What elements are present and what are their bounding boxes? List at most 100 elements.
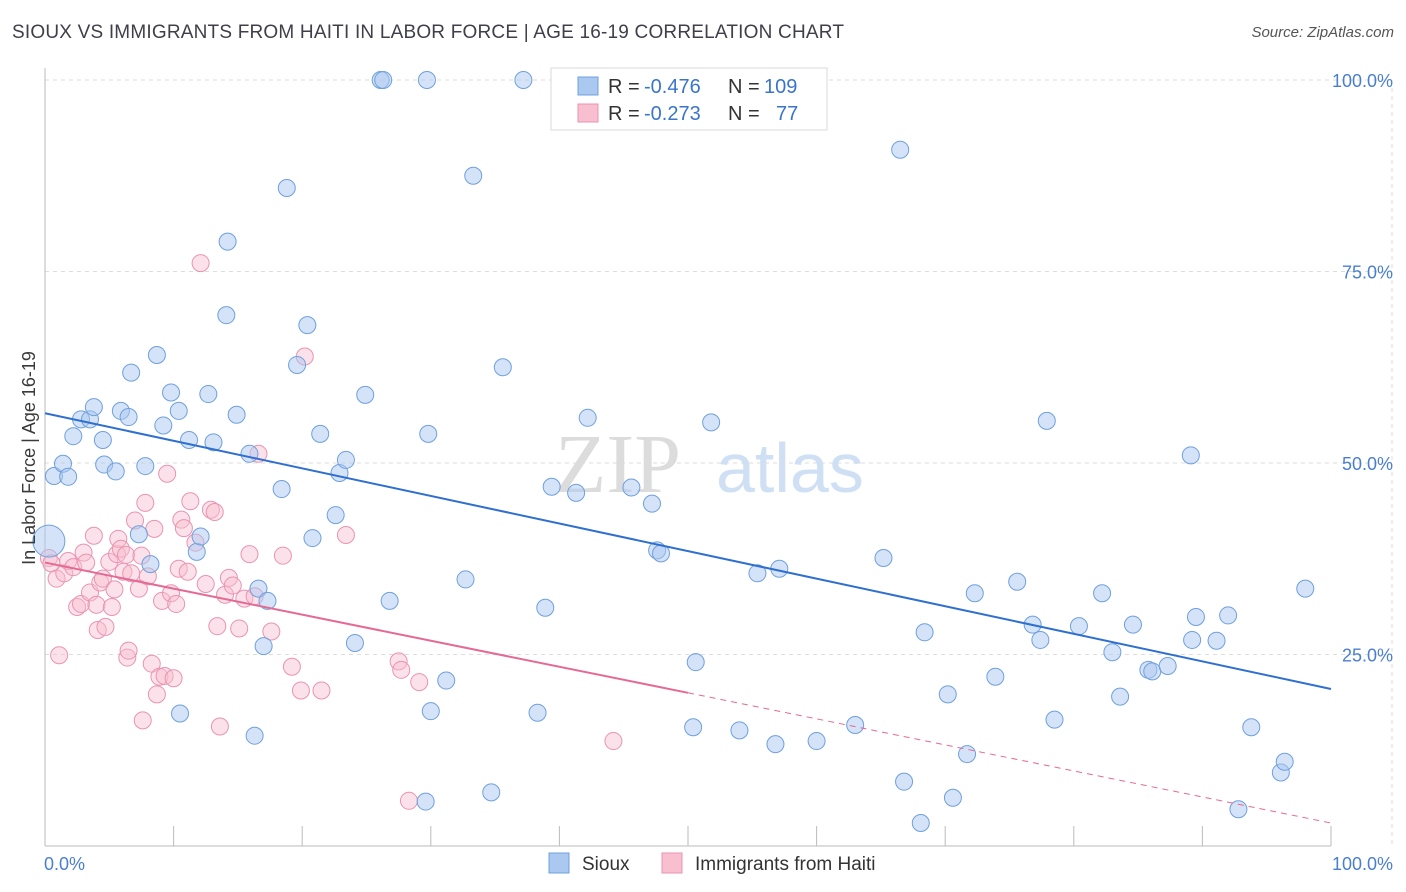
axes [44, 68, 1332, 847]
haiti-point [59, 552, 78, 571]
chart-title: SIOUX VS IMMIGRANTS FROM HAITI IN LABOR … [12, 22, 845, 43]
sioux-point [1242, 718, 1261, 737]
legend-r-value-haiti: -0.273 [644, 103, 701, 125]
sioux-point [807, 732, 826, 751]
haiti-point [87, 595, 106, 614]
haiti-point [158, 464, 177, 483]
sioux-point [419, 424, 438, 443]
x-tick-labels: 0.0% 100.0% [44, 854, 1393, 874]
sioux-point [1158, 656, 1177, 675]
legend-haiti-swatch [577, 103, 599, 123]
sioux-point [642, 494, 661, 513]
sioux-point [493, 358, 512, 377]
trend-lines [44, 412, 1332, 824]
legend-r-value-sioux: -0.476 [644, 76, 701, 98]
sioux-point [249, 579, 268, 598]
haiti-point [196, 575, 215, 594]
sioux-point [1296, 579, 1315, 598]
sioux-point [684, 718, 703, 737]
sioux-point [218, 232, 237, 251]
sioux-point [311, 424, 330, 443]
y-axis-title: In Labor Force | Age 16-19 [19, 351, 39, 565]
haiti-point [181, 492, 200, 511]
haiti-point [291, 681, 310, 700]
sioux-point [171, 704, 190, 723]
sioux-point [258, 591, 277, 610]
sioux-point [326, 506, 345, 525]
sioux-point [1093, 584, 1112, 603]
sioux-point [748, 564, 767, 583]
haiti-point [50, 646, 69, 665]
sioux-point [380, 591, 399, 610]
sioux-point [245, 726, 264, 745]
haiti-point [205, 503, 224, 522]
sioux-point [374, 71, 393, 89]
sioux-point [846, 715, 865, 734]
legend-sioux-swatch [577, 76, 599, 96]
sioux-point [356, 385, 375, 404]
haiti-point [118, 648, 137, 667]
sioux-point [686, 653, 705, 672]
haiti-point [336, 526, 355, 545]
haiti-point [119, 641, 138, 660]
legend-n-label-2: N = [728, 103, 760, 125]
sioux-point [437, 671, 456, 690]
sioux-point [1275, 752, 1294, 771]
sioux-point [336, 450, 355, 469]
sioux-point [536, 598, 555, 617]
sioux-point [456, 570, 475, 589]
sioux-point [217, 306, 236, 325]
sioux-point [874, 548, 893, 567]
sioux-point [417, 71, 436, 89]
sioux-point [303, 529, 322, 548]
haiti-point [262, 622, 281, 641]
sioux-point [1037, 411, 1056, 430]
sioux-point [911, 814, 930, 833]
haiti-point [77, 553, 96, 572]
haiti-point [282, 657, 301, 676]
haiti-point [399, 791, 418, 810]
series-sioux-points [32, 71, 1315, 833]
sioux-point [199, 385, 218, 404]
sioux-point [891, 140, 910, 159]
haiti-point [273, 546, 292, 565]
sioux-point [272, 480, 291, 499]
legend-n-value-haiti: 77 [776, 103, 798, 125]
haiti-point [208, 617, 227, 636]
haiti-point [392, 660, 411, 679]
haiti-point [312, 681, 331, 700]
sioux-point [106, 462, 125, 481]
sioux-point [1186, 607, 1205, 626]
legend-n-value-sioux: 109 [764, 76, 797, 98]
sioux-point [277, 179, 296, 198]
haiti-point [133, 711, 152, 730]
sioux-point [622, 478, 641, 497]
haiti-point [111, 539, 130, 558]
haiti-point [145, 519, 164, 538]
sioux-point [187, 542, 206, 561]
watermark-atlas: atlas [716, 429, 864, 507]
legend-n-label-1: N = [728, 76, 760, 98]
sioux-point [986, 667, 1005, 686]
sioux-point [129, 525, 148, 544]
sioux-point [1069, 617, 1088, 636]
sioux-point [542, 477, 561, 496]
sioux-point [119, 408, 138, 427]
sioux-point [1031, 630, 1050, 649]
haiti-trend-line [44, 561, 689, 694]
bottom-legend: Sioux Immigrants from Haiti [548, 852, 876, 875]
haiti-point [129, 579, 148, 598]
haiti-point [153, 591, 172, 610]
watermark: ZIP atlas [555, 418, 864, 511]
haiti-point [84, 526, 103, 545]
sioux-point [1123, 615, 1142, 634]
sioux-point [1183, 630, 1202, 649]
source-label: Source: ZipAtlas.com [1251, 24, 1394, 41]
sioux-point [122, 363, 141, 382]
sioux-point [416, 792, 435, 811]
sioux-point [345, 634, 364, 653]
sioux-point [1143, 662, 1162, 681]
sioux-point [204, 433, 223, 452]
sioux-point [1008, 572, 1027, 591]
